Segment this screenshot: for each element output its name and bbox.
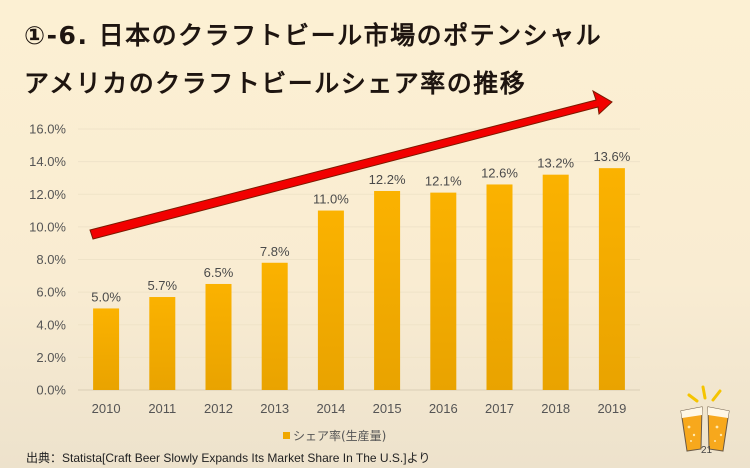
data-label: 5.0% — [91, 289, 121, 304]
x-tick-label: 2010 — [92, 401, 121, 416]
legend-swatch — [283, 432, 290, 439]
bar-2015 — [374, 190, 401, 390]
y-tick-label: 10.0% — [29, 219, 66, 234]
bar-2012 — [205, 283, 232, 390]
y-tick-label: 2.0% — [36, 350, 66, 365]
bar-2010 — [93, 308, 120, 390]
x-tick-label: 2014 — [316, 401, 345, 416]
data-label: 6.5% — [204, 265, 234, 280]
y-tick-label: 8.0% — [36, 252, 66, 267]
legend: シェア率(生産量) — [283, 427, 386, 444]
data-label: 11.0% — [313, 192, 349, 207]
data-label: 5.7% — [147, 278, 177, 293]
bar-2017 — [486, 184, 513, 390]
bar-2014 — [317, 210, 344, 390]
page-number: 21 — [701, 445, 713, 456]
y-tick-label: 4.0% — [36, 317, 66, 332]
source-citation: 出典：Statista[Craft Beer Slowly Expands It… — [26, 451, 431, 465]
chart-title: アメリカのクラフトビールシェア率の推移 — [24, 69, 527, 98]
y-tick-label: 12.0% — [29, 187, 66, 202]
x-tick-label: 2018 — [541, 401, 570, 416]
x-tick-label: 2013 — [260, 401, 289, 416]
y-tick-label: 16.0% — [29, 122, 66, 137]
bar-2016 — [430, 192, 457, 390]
x-tick-label: 2012 — [204, 401, 233, 416]
data-label: 7.8% — [260, 244, 290, 259]
bar-2013 — [261, 262, 288, 390]
bar-2019 — [598, 168, 625, 390]
data-label: 12.2% — [369, 172, 406, 187]
y-axis-ticks: 0.0% 2.0% 4.0% 6.0% 8.0% 10.0% 12.0% 14.0% 16.0% — [29, 122, 66, 398]
x-axis-ticks: 2010 2011 2012 2013 2014 2015 2016 2017 2018 2019 — [92, 401, 627, 416]
bar-2011 — [149, 297, 176, 390]
x-tick-label: 2019 — [597, 401, 626, 416]
y-tick-label: 14.0% — [29, 154, 66, 169]
slide-title: ①-6. 日本のクラフトビール市場のポテンシャル — [24, 21, 603, 50]
data-label: 13.6% — [593, 149, 630, 164]
bar-2018 — [542, 174, 569, 390]
beer-toast-icon — [680, 385, 730, 452]
bars — [93, 168, 625, 390]
y-tick-label: 6.0% — [36, 285, 66, 300]
data-label: 12.6% — [481, 165, 518, 180]
data-label: 13.2% — [537, 156, 574, 171]
y-tick-label: 0.0% — [36, 383, 66, 398]
x-tick-label: 2017 — [485, 401, 514, 416]
legend-label: シェア率(生産量) — [293, 429, 387, 443]
data-label: 12.1% — [425, 174, 462, 189]
trend-arrow — [89, 89, 613, 240]
x-tick-label: 2016 — [429, 401, 458, 416]
x-tick-label: 2015 — [373, 401, 402, 416]
data-labels: 5.0% 5.7% 6.5% 7.8% 11.0% 12.2% 12.1% 12.6% 13.2… — [91, 149, 630, 304]
x-tick-label: 2011 — [148, 401, 176, 416]
trend-arrow-shape — [89, 89, 613, 240]
